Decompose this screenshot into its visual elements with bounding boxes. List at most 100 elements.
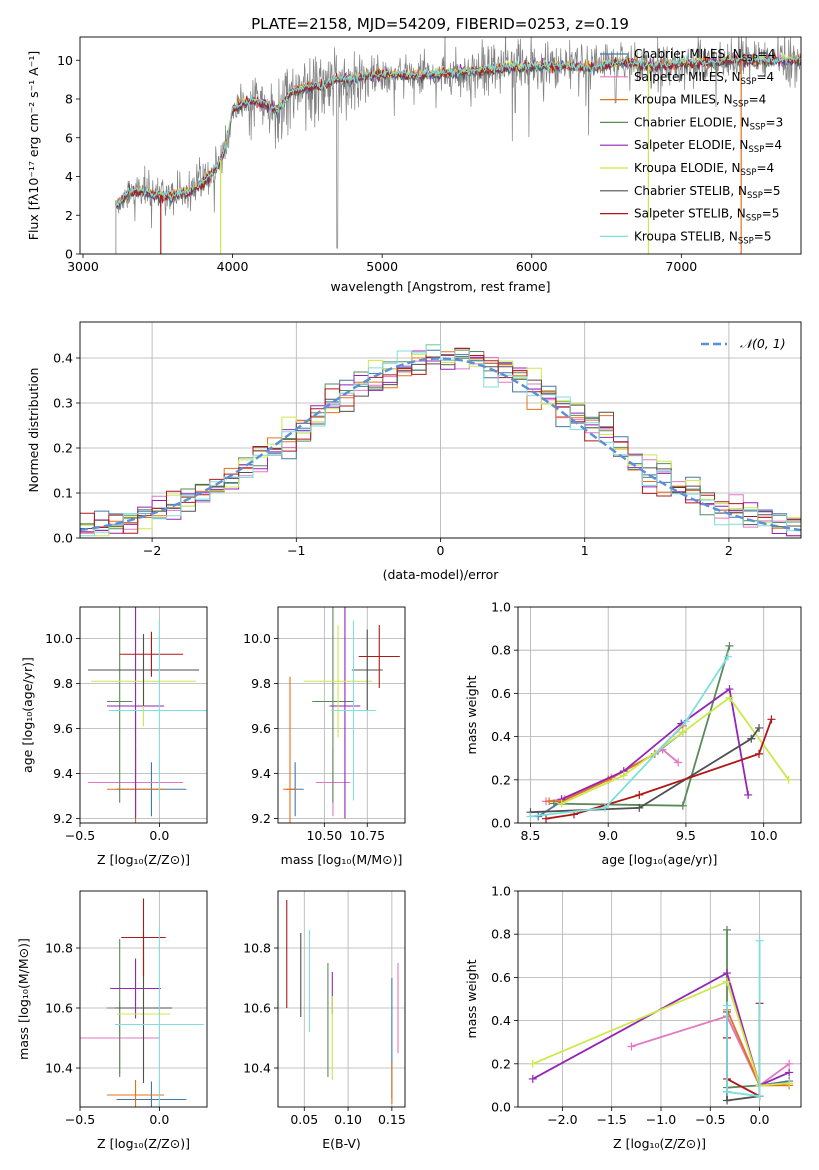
legend-label-main: Kroupa STELIB, N: [634, 229, 738, 243]
y-tick-label: 9.8: [251, 676, 271, 691]
y-tick-label: 9.2: [53, 811, 73, 826]
y-tick-label: 0.6: [491, 970, 511, 985]
plot-area: [87, 607, 207, 823]
y-tick-label: 10.4: [45, 1061, 73, 1076]
x-tick-label: 0.10: [334, 1112, 362, 1127]
x-tick-label: 7000: [665, 259, 697, 274]
series-line-kroupa-stelib: [726, 940, 761, 1098]
x-tick-label: 3000: [67, 259, 99, 274]
y-tick-label: 8: [65, 92, 73, 107]
series-marker-salpeter-elodie: [528, 1074, 537, 1083]
legend-label-main: Kroupa MILES, N: [634, 93, 733, 107]
legend-label: Salpeter STELIB, NSSP=5: [634, 207, 779, 224]
y-tick-label: 10.0: [243, 631, 271, 646]
figure-title: PLATE=2158, MJD=54209, FIBERID=0253, z=0…: [251, 15, 629, 33]
y-tick-label: 0.0: [53, 531, 73, 546]
y-axis-label: Normed distribution: [26, 368, 41, 493]
y-tick-label: 9.6: [53, 721, 73, 736]
y-tick-label: 0.0: [491, 816, 511, 831]
series-line-kroupa-miles: [549, 725, 684, 803]
legend-label-tail: =5: [762, 207, 780, 221]
model-spectrum-kroupa-stelib: [116, 51, 801, 207]
y-tick-label: 9.6: [251, 721, 271, 736]
series-marker-kroupa-elodie: [557, 799, 566, 808]
series-marker-salpeter-stelib: [767, 715, 776, 724]
x-tick-label: 1: [581, 543, 589, 558]
x-axis-label: Z [log₁₀(Z/Z⊙)]: [613, 1136, 706, 1151]
panel-spectrum: 3000 4000 5000 6000 7000 0 2 4 6 8 10 wavelength [A…: [26, 36, 802, 294]
y-tick-label: 0.6: [491, 686, 511, 701]
series-marker-kroupa-elodie: [784, 775, 793, 784]
x-tick-label: −0.5: [65, 828, 95, 843]
x-tick-label: 0.0: [750, 1112, 770, 1127]
y-tick-label: 2: [65, 208, 73, 223]
x-tick-label: −1.5: [596, 1112, 626, 1127]
x-tick-label: 9.0: [598, 828, 618, 843]
legend-label-main: Chabrier MILES, N: [634, 47, 742, 61]
legend-label: Kroupa ELODIE, NSSP=4: [634, 161, 774, 178]
y-tick-label: 10: [57, 53, 73, 68]
legend-label: Salpeter MILES, NSSP=4: [634, 70, 774, 87]
series-marker-kroupa-stelib: [723, 1087, 732, 1096]
legend-label: Kroupa MILES, NSSP=4: [634, 93, 766, 110]
series-line-salpeter-miles: [631, 1015, 790, 1087]
y-tick-label: 10.4: [243, 1061, 271, 1076]
series-line-chabrier-miles: [726, 1015, 790, 1087]
series-marker-kroupa-stelib: [755, 936, 764, 945]
y-tick-label: 0.4: [53, 351, 73, 366]
axes-frame: [79, 606, 208, 824]
series-marker-kroupa-stelib: [681, 717, 690, 726]
x-axis-label: Z [log₁₀(Z/Z⊙)]: [97, 852, 190, 867]
series-marker-salpeter-miles: [627, 1042, 636, 1051]
x-tick-label: 4000: [217, 259, 249, 274]
legend-label: Chabrier ELODIE, NSSP=3: [634, 115, 783, 132]
x-axis-label: age [log₁₀(age/yr)]: [602, 852, 718, 867]
x-tick-label: 2: [725, 543, 733, 558]
plot-area: [80, 344, 801, 537]
x-tick-label: 0.0: [149, 828, 169, 843]
legend-label-tail: =4: [756, 70, 774, 84]
plot-area: [80, 898, 204, 1107]
series-marker-kroupa-elodie: [725, 693, 734, 702]
series-marker-salpeter-elodie: [725, 685, 734, 694]
x-tick-label: −1: [287, 543, 305, 558]
series-line-chabrier-elodie: [553, 645, 731, 807]
legend-label-tail: =4: [749, 93, 767, 107]
legend-label-sub: SSP: [742, 54, 758, 64]
legend-label-sub: SSP: [747, 191, 763, 201]
y-tick-label: 9.4: [53, 766, 73, 781]
y-tick-label: 0.4: [491, 1013, 511, 1028]
y-tick-label: 0.2: [491, 772, 511, 787]
y-tick-label: 1.0: [491, 600, 511, 615]
plot-area: [114, 37, 801, 254]
legend-label-main: Chabrier ELODIE, N: [634, 115, 750, 129]
x-tick-label: 10.0: [750, 828, 778, 843]
x-axis-label: mass [log₁₀(M/M⊙)]: [281, 852, 403, 867]
legend-label-tail: =4: [764, 138, 782, 152]
y-tick-label: 0.2: [53, 441, 73, 456]
legend-label-main: Salpeter MILES, N: [634, 70, 741, 84]
series-marker-kroupa-elodie: [619, 771, 628, 780]
panel-age-vs-Z: −0.5 0.0 9.2 9.4 9.6 9.8 10.0 Z [log₁₀(Z/Z⊙)] ag…: [20, 606, 208, 867]
x-tick-label: 0: [437, 543, 445, 558]
series-marker-kroupa-elodie: [678, 728, 687, 737]
y-tick-label: 10.8: [45, 941, 73, 956]
series-marker-chabrier-elodie: [678, 801, 687, 810]
series-marker-kroupa-stelib: [723, 1001, 732, 1010]
legend-label-sub: SSP: [741, 168, 757, 178]
y-tick-label: 10.6: [45, 1001, 73, 1016]
series-marker-salpeter-elodie: [785, 1068, 794, 1077]
y-tick-label: 0.1: [53, 486, 73, 501]
legend-normal-label: 𝒩(0, 1): [740, 336, 786, 351]
series-marker-chabrier-stelib: [755, 723, 764, 732]
y-tick-label: 6: [65, 130, 73, 145]
normal-curve: [80, 357, 801, 532]
series-marker-chabrier-elodie: [723, 925, 732, 934]
series-marker-chabrier-elodie: [725, 641, 734, 650]
legend-label-sub: SSP: [746, 214, 762, 224]
y-tick-label: 1.0: [491, 884, 511, 899]
axes-frame: [79, 890, 208, 1108]
x-axis-label: wavelength [Angstrom, rest frame]: [330, 279, 550, 294]
y-tick-label: 0.8: [491, 643, 511, 658]
